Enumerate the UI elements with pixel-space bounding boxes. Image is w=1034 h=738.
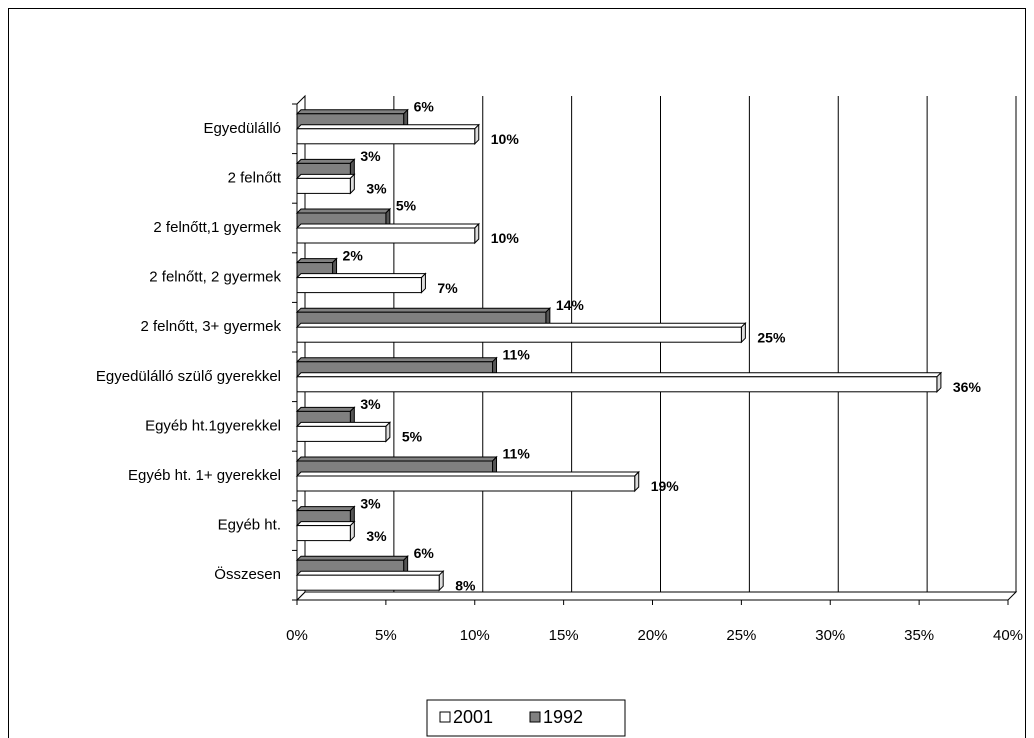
y-tick-label: 2 felnőtt bbox=[228, 169, 282, 186]
bar-top bbox=[295, 208, 392, 214]
value-label: 6% bbox=[414, 545, 435, 561]
y-tick-label: 2 felnőtt, 2 gyermek bbox=[149, 269, 281, 286]
bar bbox=[296, 227, 476, 244]
value-label: 11% bbox=[503, 446, 531, 462]
value-label: 3% bbox=[366, 181, 387, 197]
bar-top bbox=[295, 506, 356, 512]
y-tick-label: 2 felnőtt, 3+ gyermek bbox=[141, 318, 282, 335]
value-label: 14% bbox=[556, 297, 585, 313]
bar-side bbox=[634, 470, 640, 493]
bar-top bbox=[295, 124, 480, 130]
x-tick-label: 30% bbox=[815, 627, 845, 644]
bar-top bbox=[295, 570, 445, 576]
value-label: 3% bbox=[360, 495, 381, 511]
x-tick-label: 25% bbox=[726, 627, 756, 644]
legend-box bbox=[426, 699, 626, 737]
bar-top bbox=[295, 471, 640, 477]
bar bbox=[296, 128, 476, 145]
value-label: 8% bbox=[455, 577, 476, 593]
bar-top bbox=[295, 421, 392, 427]
bar-side bbox=[474, 123, 480, 146]
value-label: 11% bbox=[503, 347, 531, 363]
bar bbox=[296, 277, 422, 294]
bar-side bbox=[349, 520, 355, 542]
bar-side bbox=[936, 371, 942, 394]
x-tick-label: 35% bbox=[904, 627, 934, 644]
x-tick-label: 5% bbox=[375, 627, 397, 644]
value-label: 3% bbox=[360, 148, 381, 164]
value-label: 10% bbox=[491, 230, 520, 246]
bar-top bbox=[295, 307, 552, 313]
bar-top bbox=[295, 273, 427, 279]
y-tick-label: Összesen bbox=[214, 565, 281, 583]
value-label: 36% bbox=[953, 379, 982, 395]
bar bbox=[296, 177, 351, 194]
bar-side bbox=[349, 173, 355, 195]
bar-top bbox=[295, 173, 356, 179]
bar-top bbox=[295, 456, 498, 462]
bar bbox=[296, 326, 742, 343]
bar-top bbox=[295, 109, 409, 115]
legend-label: 1992 bbox=[543, 707, 583, 727]
value-label: 2% bbox=[343, 247, 364, 263]
bar bbox=[296, 475, 636, 492]
bar bbox=[296, 525, 351, 542]
bar bbox=[296, 574, 440, 591]
value-label: 19% bbox=[651, 478, 680, 494]
value-label: 6% bbox=[414, 99, 435, 115]
value-label: 5% bbox=[402, 429, 423, 445]
x-tick-label: 20% bbox=[637, 627, 667, 644]
bar-top bbox=[295, 555, 409, 561]
y-tick-label: Egyéb ht. 1+ gyerekkel bbox=[128, 467, 281, 484]
floor bbox=[295, 591, 1018, 601]
bar-side bbox=[438, 569, 444, 592]
y-tick-label: Egyéb ht. bbox=[218, 517, 281, 534]
legend-label: 2001 bbox=[453, 707, 493, 727]
bar-side bbox=[385, 421, 391, 443]
y-tick-label: 2 felnőtt,1 gyermek bbox=[153, 219, 281, 236]
x-tick-label: 40% bbox=[993, 627, 1023, 644]
value-label: 7% bbox=[437, 280, 458, 296]
bar-side bbox=[420, 272, 426, 294]
y-tick-label: Egyedülálló bbox=[203, 120, 281, 137]
legend-swatch bbox=[439, 711, 451, 723]
y-tick-label: Egyedülálló szülő gyerekkel bbox=[96, 368, 281, 385]
bar-top bbox=[295, 223, 480, 229]
bar-top bbox=[295, 158, 356, 164]
value-label: 5% bbox=[396, 198, 417, 214]
value-label: 10% bbox=[491, 131, 520, 147]
x-tick-label: 15% bbox=[549, 627, 579, 644]
bar-top bbox=[295, 258, 338, 264]
x-tick-label: 10% bbox=[460, 627, 490, 644]
bar-top bbox=[295, 357, 498, 363]
value-label: 3% bbox=[366, 528, 387, 544]
x-tick-label: 0% bbox=[286, 627, 308, 644]
value-label: 3% bbox=[360, 396, 381, 412]
bar-top bbox=[295, 521, 356, 527]
bar-top bbox=[295, 406, 356, 412]
bar bbox=[296, 376, 938, 393]
bar-side bbox=[474, 222, 480, 245]
bar-side bbox=[740, 321, 746, 344]
bar-top bbox=[295, 322, 747, 328]
bar bbox=[296, 425, 387, 442]
legend-swatch bbox=[529, 711, 541, 723]
value-label: 25% bbox=[757, 329, 786, 345]
bar-top bbox=[295, 372, 943, 378]
y-tick-label: Egyéb ht.1gyerekkel bbox=[145, 417, 281, 434]
